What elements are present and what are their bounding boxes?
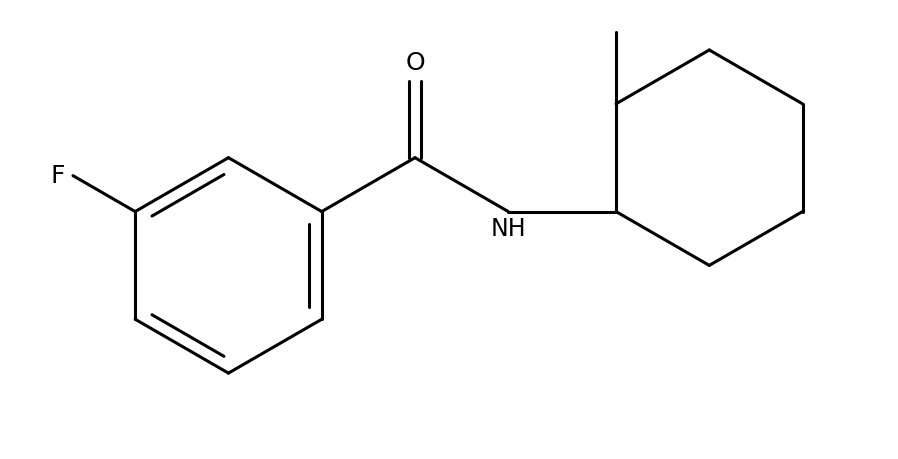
Text: F: F [50,164,65,188]
Text: NH: NH [490,217,526,241]
Text: O: O [405,50,425,75]
